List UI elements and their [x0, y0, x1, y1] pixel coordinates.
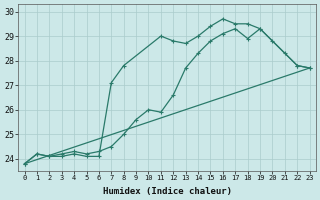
X-axis label: Humidex (Indice chaleur): Humidex (Indice chaleur) [103, 187, 232, 196]
